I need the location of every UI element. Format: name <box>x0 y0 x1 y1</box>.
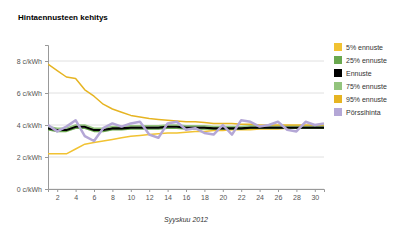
grid <box>48 61 324 189</box>
legend-label: Pörssihinta <box>346 109 381 116</box>
x-axis-line <box>49 190 325 193</box>
x-tick: 14 <box>164 189 172 201</box>
y-tick-mark <box>45 157 48 158</box>
x-tick: 16 <box>183 189 191 201</box>
legend-label: Ennuste <box>346 70 372 77</box>
y-tick: 6 c/kWh <box>17 90 48 97</box>
x-tick: 30 <box>311 189 319 201</box>
legend-label: 75% ennuste <box>346 83 387 90</box>
legend-label: 25% ennuste <box>346 57 387 64</box>
y-axis-line <box>45 46 49 190</box>
x-tick: 12 <box>146 189 154 201</box>
x-tick-mark <box>112 189 113 192</box>
x-tick: 2 <box>56 189 60 201</box>
x-tick-label: 14 <box>164 194 172 201</box>
series-line <box>48 120 324 141</box>
x-tick-label: 8 <box>111 194 115 201</box>
x-tick-label: 20 <box>219 194 227 201</box>
x-tick-label: 24 <box>256 194 264 201</box>
legend-item: 25% ennuste <box>334 56 387 64</box>
x-tick-mark <box>296 189 297 192</box>
chart: Hintaennusteen kehitys 0 c/kWh 2 c/kWh 4 c/… <box>0 0 400 234</box>
y-tick-label: 2 c/kWh <box>17 154 42 161</box>
y-tick: 4 c/kWh <box>17 122 48 129</box>
legend-item: Pörssihinta <box>334 108 381 116</box>
x-tick-label: 26 <box>275 194 283 201</box>
x-axis: 24681012141618202224262830 <box>49 189 325 201</box>
x-tick-mark <box>278 189 279 192</box>
x-tick-mark <box>168 189 169 192</box>
x-tick-label: 28 <box>293 194 301 201</box>
y-tick-label: 0 c/kWh <box>17 186 42 193</box>
legend-swatch <box>334 43 342 51</box>
x-tick: 4 <box>74 189 78 201</box>
y-tick-label: 6 c/kWh <box>17 90 42 97</box>
x-tick: 20 <box>219 189 227 201</box>
plot-area <box>48 64 324 154</box>
x-tick: 28 <box>293 189 301 201</box>
x-tick: 18 <box>201 189 209 201</box>
legend-item: Ennuste <box>334 69 372 77</box>
y-tick: 8 c/kWh <box>17 58 48 65</box>
x-tick-mark <box>260 189 261 192</box>
legend-label: 95% ennuste <box>346 96 387 103</box>
x-tick-mark <box>186 189 187 192</box>
x-tick-label: 4 <box>74 194 78 201</box>
x-tick-label: 16 <box>183 194 191 201</box>
x-axis-title: Syyskuu 2012 <box>164 216 208 224</box>
x-tick-label: 6 <box>93 194 97 201</box>
legend-swatch <box>334 82 342 90</box>
legend-item: 95% ennuste <box>334 95 387 103</box>
x-tick-mark <box>204 189 205 192</box>
x-tick-label: 18 <box>201 194 209 201</box>
x-tick-label: 2 <box>56 194 60 201</box>
legend-label: 5% ennuste <box>346 44 383 51</box>
grid-line <box>48 157 324 158</box>
x-tick-mark <box>76 189 77 192</box>
y-tick-label: 8 c/kWh <box>17 58 42 65</box>
x-tick-label: 10 <box>127 194 135 201</box>
y-tick: 2 c/kWh <box>17 154 48 161</box>
x-tick: 24 <box>256 189 264 201</box>
x-tick: 10 <box>127 189 135 201</box>
legend-swatch <box>334 56 342 64</box>
legend-swatch <box>334 95 342 103</box>
grid-line <box>48 61 324 62</box>
y-tick-label: 4 c/kWh <box>17 122 42 129</box>
x-tick-mark <box>57 189 58 192</box>
x-tick-label: 30 <box>311 194 319 201</box>
y-tick-mark <box>45 125 48 126</box>
y-tick-mark <box>45 61 48 62</box>
y-tick-mark <box>45 93 48 94</box>
x-tick-mark <box>315 189 316 192</box>
legend-swatch <box>334 108 342 116</box>
legend: 5% ennuste 25% ennuste Ennuste 75% ennuste 9… <box>334 43 387 116</box>
y-tick-mark <box>45 189 48 190</box>
title: Hintaennusteen kehitys <box>18 13 108 22</box>
legend-item: 5% ennuste <box>334 43 383 51</box>
legend-swatch <box>334 69 342 77</box>
x-tick: 22 <box>238 189 246 201</box>
x-tick-mark <box>241 189 242 192</box>
x-tick-mark <box>131 189 132 192</box>
x-tick-label: 12 <box>146 194 154 201</box>
y-axis: 0 c/kWh 2 c/kWh 4 c/kWh 6 c/kWh 8 c/kWh <box>17 46 49 193</box>
x-tick: 6 <box>93 189 97 201</box>
x-tick-label: 22 <box>238 194 246 201</box>
x-tick: 26 <box>275 189 283 201</box>
series-line <box>48 64 324 125</box>
x-tick: 8 <box>111 189 115 201</box>
x-tick-mark <box>149 189 150 192</box>
x-tick-mark <box>223 189 224 192</box>
legend-item: 75% ennuste <box>334 82 387 90</box>
x-tick-mark <box>94 189 95 192</box>
series-line <box>48 128 324 154</box>
y-tick: 0 c/kWh <box>17 186 48 193</box>
